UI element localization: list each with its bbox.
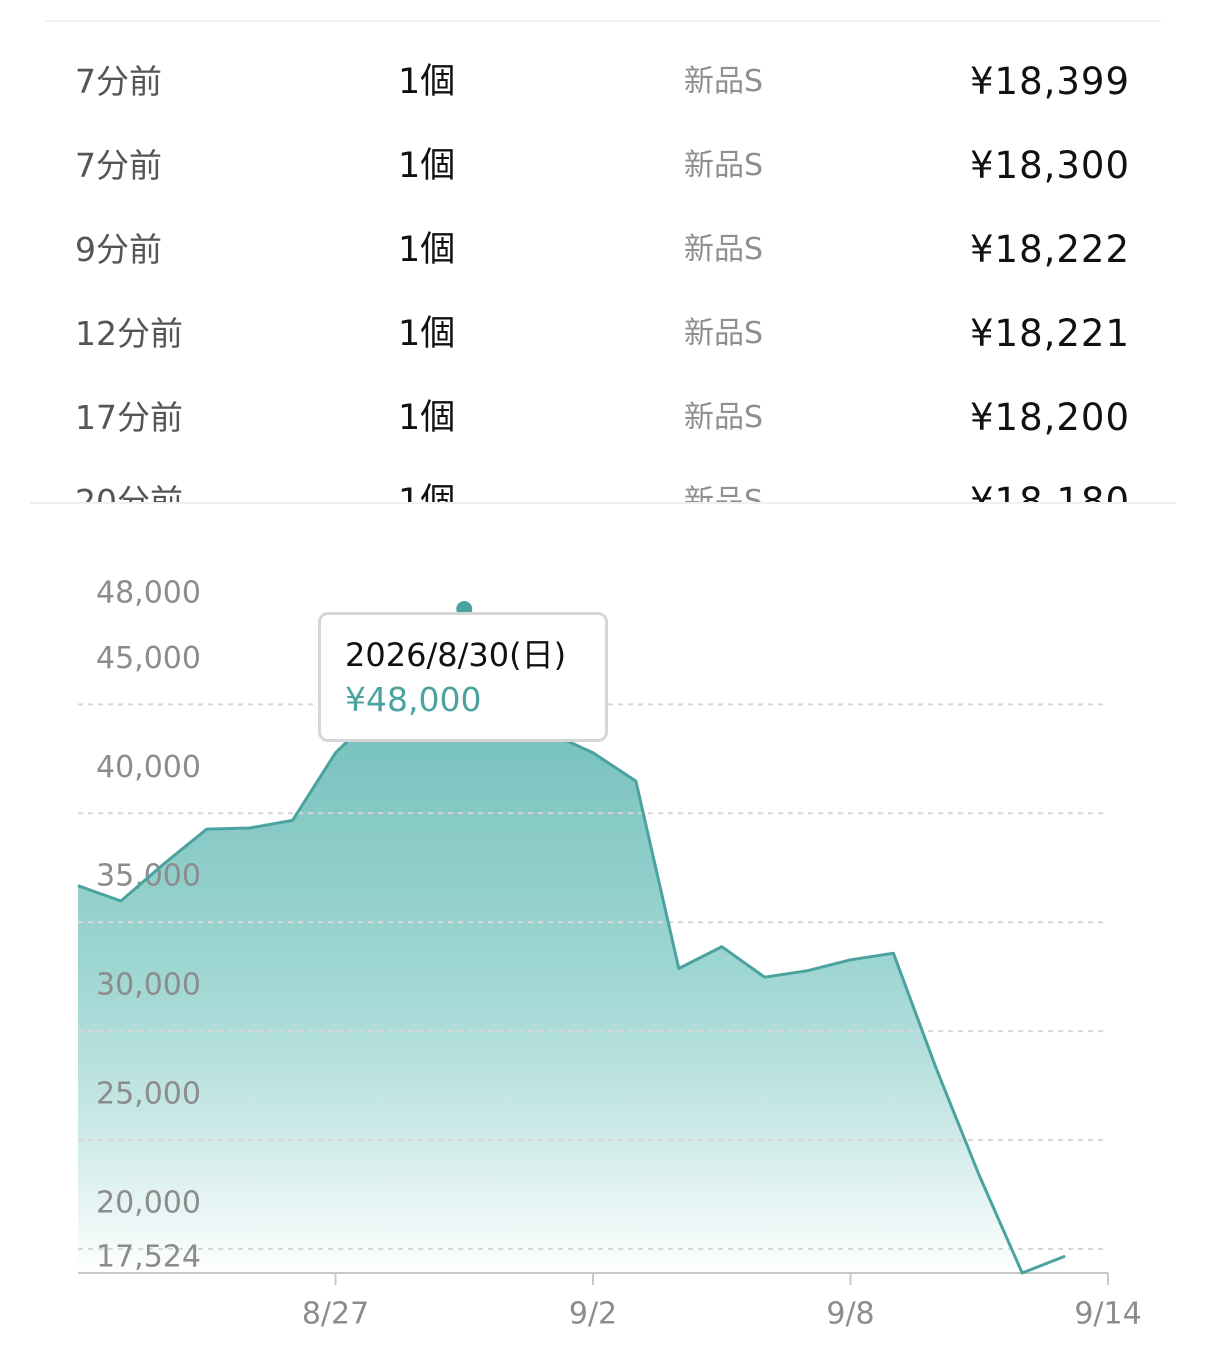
trade-condition: 新品S: [684, 316, 764, 351]
trade-time: 20分前: [75, 482, 183, 504]
y-tick-label: 40,000: [96, 750, 201, 785]
trade-price: ¥18,200: [969, 396, 1130, 439]
trade-price: ¥18,221: [969, 312, 1130, 355]
trade-time: 12分前: [75, 314, 183, 353]
trade-price: ¥18,300: [969, 144, 1130, 187]
trade-rows: 7分前 1個 新品S ¥18,399 7分前 1個 新品S ¥18,300 9分前 1個 新品S ¥1…: [30, 40, 1176, 504]
data-point: [805, 968, 811, 974]
data-point: [633, 778, 639, 784]
trade-row[interactable]: 7分前 1個 新品S ¥18,300: [30, 124, 1176, 208]
trade-quantity: 1個: [398, 314, 456, 354]
trade-row[interactable]: 7分前 1個 新品S ¥18,399: [30, 40, 1176, 124]
x-tick-label: 9/14: [1074, 1297, 1141, 1332]
data-point: [290, 817, 296, 823]
tooltip-price: ¥48,000: [345, 680, 482, 719]
trade-quantity: 1個: [398, 62, 456, 102]
trade-quantity: 1個: [398, 482, 456, 504]
data-point: [848, 957, 854, 963]
trade-quantity: 1個: [398, 398, 456, 438]
trade-row[interactable]: 20分前 1個 新品S ¥18,180: [30, 460, 1176, 504]
trade-quantity: 1個: [398, 146, 456, 186]
y-axis-labels: 17,52420,00025,00030,00035,00040,00045,0…: [96, 576, 201, 1275]
x-axis: 8/27 9/2 9/8 9/14: [78, 1272, 1142, 1332]
data-point: [933, 1066, 939, 1072]
x-tick-label: 9/8: [826, 1297, 874, 1332]
data-point: [118, 898, 124, 904]
trade-quantity: 1個: [398, 230, 456, 270]
trade-time: 7分前: [75, 146, 162, 185]
data-point: [719, 944, 725, 950]
data-point: [247, 825, 253, 831]
chart-tooltip: 2026/8/30(日) ¥48,000: [318, 612, 608, 742]
y-tick-label: 45,000: [96, 641, 201, 676]
price-area: [78, 609, 1066, 1273]
trade-condition: 新品S: [684, 148, 764, 183]
data-point: [890, 950, 896, 956]
trade-condition: 新品S: [684, 484, 764, 504]
trade-condition: 新品S: [684, 400, 764, 435]
data-point: [676, 965, 682, 971]
trade-history-list: 7分前 1個 新品S ¥18,399 7分前 1個 新品S ¥18,300 9分前 1個 新品S ¥1…: [30, 0, 1176, 504]
price-line: [77, 607, 1066, 1275]
x-tick-label: 9/2: [569, 1297, 617, 1332]
data-point: [1062, 1253, 1068, 1259]
trade-row[interactable]: 12分前 1個 新品S ¥18,221: [30, 292, 1176, 376]
y-tick-label: 25,000: [96, 1077, 201, 1112]
trade-time: 7分前: [75, 62, 162, 101]
y-tick-label: 20,000: [96, 1186, 201, 1221]
trade-time: 9分前: [75, 230, 162, 269]
data-point: [204, 826, 210, 832]
y-tick-label: 30,000: [96, 968, 201, 1003]
data-point: [161, 861, 167, 867]
trade-time: 17分前: [75, 398, 183, 437]
area-layer: [78, 609, 1066, 1273]
y-tick-label: 17,524: [96, 1240, 201, 1275]
data-point: [333, 750, 339, 756]
data-point: [590, 750, 596, 756]
trade-price: ¥18,180: [969, 480, 1130, 504]
trade-condition: 新品S: [684, 232, 764, 267]
data-point: [1019, 1270, 1025, 1276]
trade-row[interactable]: 9分前 1個 新品S ¥18,222: [30, 208, 1176, 292]
data-point: [75, 883, 81, 889]
trade-row[interactable]: 17分前 1個 新品S ¥18,200: [30, 376, 1176, 460]
tooltip-date: 2026/8/30(日): [345, 636, 567, 674]
y-tick-label: 48,000: [96, 576, 201, 611]
x-tick-label: 8/27: [302, 1297, 369, 1332]
trade-price: ¥18,399: [969, 60, 1130, 103]
data-point: [976, 1172, 982, 1178]
data-point: [762, 974, 768, 980]
trade-price: ¥18,222: [969, 228, 1130, 271]
divider: [45, 20, 1161, 22]
trade-condition: 新品S: [684, 64, 764, 99]
